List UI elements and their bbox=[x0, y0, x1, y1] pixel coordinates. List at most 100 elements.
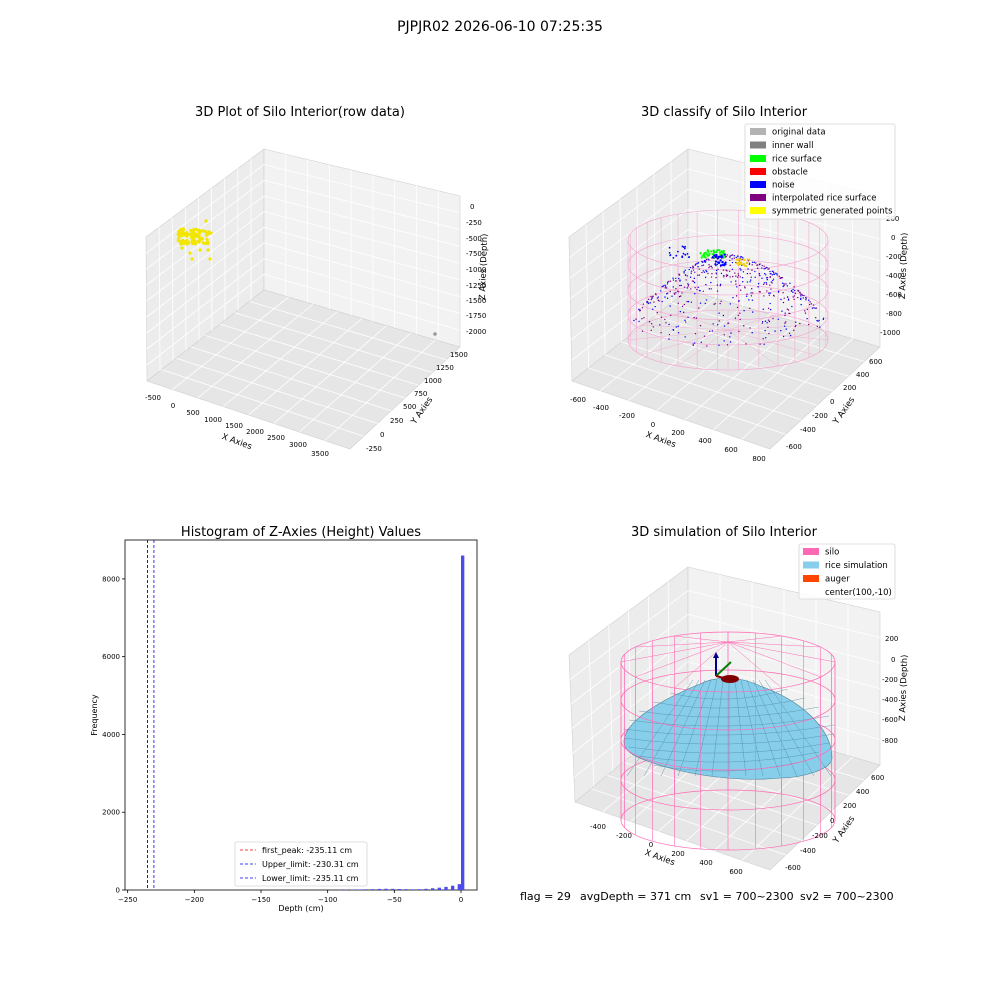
noise-point bbox=[717, 261, 720, 265]
classified-point bbox=[750, 279, 752, 281]
noise-point bbox=[714, 263, 717, 266]
classified-point bbox=[783, 284, 785, 286]
classified-point bbox=[743, 309, 745, 312]
classified-point bbox=[651, 297, 653, 299]
classify-silo-wall-mesh bbox=[627, 209, 829, 371]
noise-point bbox=[669, 254, 672, 256]
classified-point bbox=[662, 285, 665, 287]
histogram-bar bbox=[397, 888, 401, 890]
classified-point bbox=[797, 290, 800, 292]
classified-point bbox=[669, 305, 671, 307]
classified-point bbox=[711, 267, 713, 269]
classified-point bbox=[678, 277, 680, 280]
classified-point bbox=[672, 279, 675, 281]
classify-x-tick: 800 bbox=[752, 455, 765, 463]
classified-point bbox=[741, 258, 743, 261]
grid-line bbox=[656, 314, 771, 411]
classified-point bbox=[734, 317, 737, 319]
classified-point bbox=[689, 276, 692, 278]
rice-surface-point bbox=[722, 249, 725, 253]
classified-point bbox=[718, 344, 720, 346]
grid-line bbox=[602, 211, 606, 356]
symmetric-point bbox=[743, 264, 746, 267]
classified-point bbox=[661, 300, 663, 303]
classified-point bbox=[708, 288, 711, 290]
grid-line bbox=[585, 224, 589, 369]
classified-point bbox=[777, 318, 779, 320]
raw-x-tick: 3500 bbox=[311, 450, 329, 458]
classified-point bbox=[678, 295, 681, 298]
classified-point bbox=[764, 267, 767, 270]
classified-point bbox=[763, 265, 765, 267]
classified-point bbox=[737, 273, 739, 275]
classified-point bbox=[696, 263, 698, 265]
raw-data-point bbox=[204, 233, 208, 237]
simulation-x-tick: 200 bbox=[671, 850, 684, 858]
classified-point bbox=[797, 296, 799, 299]
histogram-y-tick-label: 8000 bbox=[102, 575, 120, 583]
rice-mesh-line bbox=[764, 679, 832, 777]
classified-point bbox=[740, 255, 742, 258]
classified-point bbox=[751, 331, 753, 334]
simulation-3d-plot: 3D simulation of Silo Interior -400 -200… bbox=[520, 525, 910, 903]
classified-point bbox=[749, 327, 751, 329]
classified-point bbox=[726, 254, 728, 256]
classified-point bbox=[654, 305, 656, 308]
raw-data-point bbox=[191, 241, 195, 246]
classified-point bbox=[675, 292, 677, 294]
classified-point bbox=[788, 332, 791, 335]
legend-label-rice-simulation: rice simulation bbox=[825, 561, 888, 571]
footer-sv2: sv2 = 700~2300 bbox=[800, 890, 894, 903]
classified-point bbox=[766, 278, 769, 281]
rice-surface-point bbox=[716, 249, 719, 252]
raw-data-point bbox=[183, 239, 187, 244]
classify-x-tick: -600 bbox=[570, 396, 586, 404]
classified-point bbox=[697, 265, 699, 268]
classified-point bbox=[641, 317, 643, 320]
classified-point bbox=[756, 264, 758, 266]
classified-point bbox=[753, 261, 755, 264]
classified-point bbox=[783, 297, 785, 299]
classified-point bbox=[702, 290, 704, 293]
classified-point bbox=[689, 266, 692, 269]
simulation-x-tick: 600 bbox=[729, 868, 742, 876]
simulation-y-tick: 400 bbox=[856, 788, 869, 796]
footer-flag: flag = 29 bbox=[520, 890, 571, 903]
classified-point bbox=[735, 280, 737, 282]
classified-point bbox=[669, 290, 671, 293]
histogram-bar bbox=[457, 884, 461, 890]
raw-x-tick: 2500 bbox=[267, 434, 285, 442]
classified-point bbox=[822, 317, 825, 319]
grid-line bbox=[570, 249, 881, 341]
raw-y-tick-labels: -250 0 250 500 750 1000 1250 1500 bbox=[366, 351, 468, 453]
classified-point bbox=[722, 314, 725, 317]
noise-point bbox=[723, 253, 727, 256]
classified-point bbox=[686, 300, 688, 303]
classified-point bbox=[723, 276, 725, 278]
classified-point bbox=[684, 274, 687, 276]
classified-point bbox=[664, 284, 666, 287]
classified-point bbox=[762, 283, 765, 286]
silo-roof-spoke bbox=[635, 641, 729, 648]
classified-point bbox=[789, 282, 791, 285]
classified-point bbox=[781, 310, 783, 312]
classified-point bbox=[765, 274, 767, 276]
classified-point bbox=[657, 296, 660, 298]
classified-point bbox=[690, 288, 692, 290]
legend-swatch-rice-simulation bbox=[803, 561, 819, 569]
classified-point bbox=[729, 276, 731, 278]
noise-point bbox=[719, 264, 723, 267]
classified-point bbox=[698, 268, 700, 270]
classified-point bbox=[643, 317, 645, 319]
classified-point bbox=[761, 277, 763, 280]
classified-point bbox=[677, 291, 680, 293]
classified-point bbox=[752, 292, 754, 294]
classified-point bbox=[650, 298, 652, 301]
raw-data-point bbox=[199, 236, 203, 241]
histogram-bar bbox=[461, 555, 465, 890]
classified-point bbox=[705, 260, 707, 262]
classified-point bbox=[673, 293, 676, 295]
rice-mesh-line bbox=[752, 679, 798, 777]
classified-point bbox=[683, 270, 685, 273]
raw-x-tick: 3000 bbox=[289, 441, 307, 449]
